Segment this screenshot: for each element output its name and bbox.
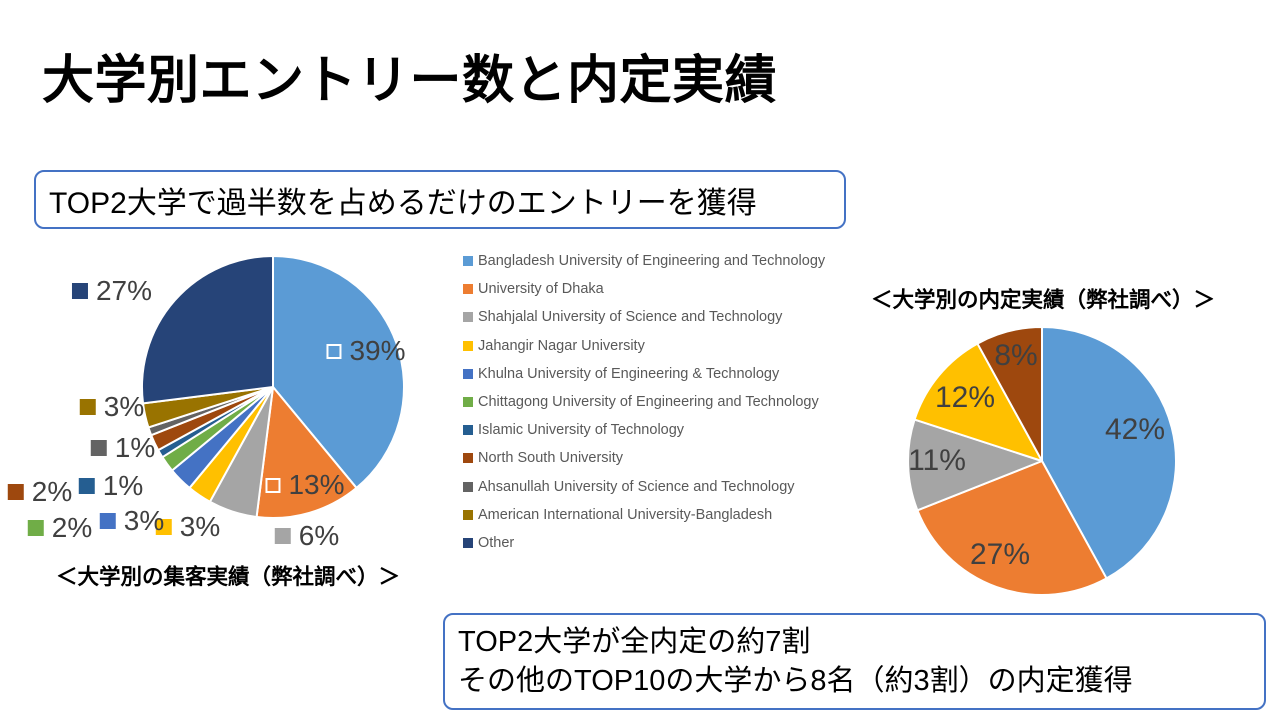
pie-label-text: 11% [908, 444, 966, 477]
legend-key-icon [27, 520, 44, 536]
legend-label: Islamic University of Technology [478, 422, 685, 439]
legend-key-icon [155, 519, 172, 535]
legend-key-icon [7, 484, 24, 500]
pie2-label-1: 42% [1105, 413, 1165, 447]
legend-item-7: Islamic University of Technology [463, 416, 825, 444]
pie-label-text: 3% [179, 511, 221, 542]
pie1-label-7: 1% [78, 470, 144, 502]
top-callout-text: TOP2大学で過半数を占めるだけのエントリーを獲得 [49, 186, 757, 220]
legend-swatch-icon [463, 509, 473, 520]
hollow-legend-key-icon [265, 477, 281, 493]
pie-label-text: 3% [123, 505, 165, 536]
bottom-callout-line2: その他のTOP10の大学から8名（約3割）の内定獲得 [458, 665, 1133, 697]
pie2-label-2: 27% [970, 538, 1030, 572]
pie1-label-8: 2% [7, 476, 73, 508]
legend-swatch-icon [463, 340, 473, 351]
entries-pie-chart [141, 255, 405, 519]
legend-item-8: North South University [463, 444, 825, 472]
pie2-slice-3 [907, 418, 1043, 512]
legend-label: Khulna University of Engineering & Techn… [478, 365, 780, 382]
pie2-slice-4 [913, 342, 1043, 462]
pie-label-text: 39% [349, 335, 406, 366]
legend-item-11: Other [463, 529, 825, 557]
legend-key-icon [78, 478, 95, 494]
pie2-slice-1 [1041, 326, 1178, 580]
legend-label: North South University [478, 450, 624, 467]
legend-item-9: Ahsanullah University of Science and Tec… [463, 473, 825, 501]
legend-label: University of Dhaka [478, 281, 604, 298]
legend-swatch-icon [463, 481, 473, 492]
legend-swatch-icon [463, 368, 473, 379]
pie2-label-4: 12% [935, 381, 995, 415]
legend-swatch-icon [463, 312, 473, 323]
pie-label-text: 1% [114, 432, 156, 463]
legend-key-icon [79, 399, 96, 415]
pie1-label-3: 6% [274, 520, 340, 552]
legend-label: Other [478, 534, 515, 551]
offers-pie-chart [907, 326, 1178, 596]
legend-label: Jahangir Nagar University [478, 337, 645, 354]
legend-item-3: Shahjalal University of Science and Tech… [463, 303, 825, 331]
pie2-slice-5 [976, 326, 1043, 462]
pie1-label-4: 3% [155, 511, 221, 543]
pie-label-text: 6% [298, 520, 340, 551]
legend-label: Shahjalal University of Science and Tech… [478, 309, 783, 326]
legend-swatch-icon [463, 537, 473, 548]
legend-label: Bangladesh University of Engineering and… [478, 253, 826, 270]
pie-label-text: 3% [103, 391, 145, 422]
legend-swatch-icon [463, 284, 473, 295]
pie2-label-5: 8% [994, 339, 1037, 373]
bottom-callout-box: TOP2大学が全内定の約7割 その他のTOP10の大学から8名（約3割）の内定獲… [443, 613, 1266, 710]
legend-label: American International University-Bangla… [478, 506, 773, 523]
pie1-slice-11 [141, 255, 274, 405]
pie1-label-11: 27% [71, 275, 153, 307]
pie-label-text: 2% [51, 512, 93, 543]
legend-key-icon [274, 528, 291, 544]
pie1-label-2: 13% [265, 469, 345, 501]
hollow-legend-key-icon [326, 343, 342, 359]
pie-label-text: 8% [994, 339, 1038, 372]
pie-label-text: 13% [288, 469, 345, 500]
pie1-slice-2 [255, 386, 358, 519]
legend-swatch-icon [463, 453, 473, 464]
legend-key-icon [71, 283, 88, 299]
legend-item-5: Khulna University of Engineering & Techn… [463, 360, 825, 388]
pie1-label-9: 1% [90, 432, 156, 464]
legend-swatch-icon [463, 425, 473, 436]
legend-item-2: University of Dhaka [463, 275, 825, 303]
pie1-label-5: 3% [99, 505, 165, 537]
pie-label-text: 1% [102, 470, 144, 501]
legend-key-icon [99, 513, 116, 529]
legend-label: Ahsanullah University of Science and Tec… [478, 478, 795, 495]
pie1-label-1: 39% [326, 335, 406, 367]
legend-swatch-icon [463, 256, 473, 267]
pie2-label-3: 11% [908, 444, 966, 478]
pie1-label-10: 3% [79, 391, 145, 423]
pie-label-text: 42% [1104, 413, 1166, 446]
pie-label-text: 2% [31, 476, 73, 507]
pie1-slice-1 [272, 255, 405, 489]
pie-label-text: 27% [969, 538, 1031, 571]
legend-item-1: Bangladesh University of Engineering and… [463, 247, 825, 275]
legend-key-icon [90, 440, 107, 456]
offers-pie-caption: ＜大学別の内定実績（弊社調べ）＞ [871, 288, 1216, 312]
bottom-callout-line1: TOP2大学が全内定の約7割 [458, 626, 811, 658]
pie-label-text: 27% [95, 275, 153, 306]
legend-item-6: Chittagong University of Engineering and… [463, 388, 825, 416]
legend-item-10: American International University-Bangla… [463, 501, 825, 529]
pie1-label-6: 2% [27, 512, 93, 544]
legend-swatch-icon [463, 397, 473, 408]
legend-item-4: Jahangir Nagar University [463, 332, 825, 360]
chart-legend: Bangladesh University of Engineering and… [463, 247, 825, 557]
entries-pie-caption: ＜大学別の集客実績（弊社調べ）＞ [56, 565, 401, 589]
top-callout-box: TOP2大学で過半数を占めるだけのエントリーを獲得 [34, 170, 846, 229]
pie-label-text: 12% [934, 381, 996, 414]
legend-label: Chittagong University of Engineering and… [478, 394, 819, 411]
pie2-slice-2 [916, 460, 1108, 596]
slide-title: 大学別エントリー数と内定実績 [42, 52, 778, 110]
